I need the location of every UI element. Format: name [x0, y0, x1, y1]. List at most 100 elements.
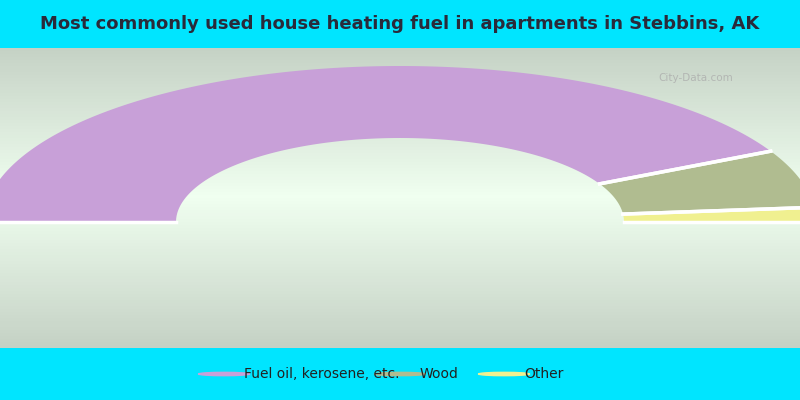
Bar	[0, 192, 800, 195]
Bar	[0, 204, 800, 207]
Bar	[0, 123, 800, 126]
Bar	[0, 189, 800, 192]
Bar	[0, 222, 800, 225]
Text: Fuel oil, kerosene, etc.: Fuel oil, kerosene, etc.	[244, 367, 399, 381]
Bar	[0, 231, 800, 234]
Bar	[0, 177, 800, 180]
Bar	[0, 252, 800, 255]
Bar	[0, 138, 800, 141]
Bar	[0, 72, 800, 75]
Bar	[0, 147, 800, 150]
Bar	[0, 159, 800, 162]
Bar	[0, 216, 800, 219]
Bar	[0, 219, 800, 222]
Bar	[0, 117, 800, 120]
Bar	[0, 60, 800, 63]
Bar	[0, 294, 800, 297]
Bar	[0, 90, 800, 93]
Bar	[0, 132, 800, 135]
Bar	[0, 102, 800, 105]
Bar	[0, 285, 800, 288]
Bar	[0, 279, 800, 282]
Bar	[0, 288, 800, 291]
Bar	[0, 345, 800, 348]
Bar	[0, 228, 800, 231]
Bar	[0, 258, 800, 261]
Bar	[0, 237, 800, 240]
Bar	[0, 243, 800, 246]
Bar	[0, 303, 800, 306]
Bar	[0, 297, 800, 300]
Bar	[0, 96, 800, 99]
Polygon shape	[623, 207, 800, 222]
Circle shape	[374, 372, 426, 376]
Bar	[0, 249, 800, 252]
Bar	[0, 255, 800, 258]
Circle shape	[198, 372, 250, 376]
Bar	[0, 273, 800, 276]
Bar	[0, 93, 800, 96]
Bar	[0, 300, 800, 303]
Bar	[0, 51, 800, 54]
Bar	[0, 48, 800, 51]
Bar	[0, 111, 800, 114]
Bar	[0, 324, 800, 327]
Bar	[0, 171, 800, 174]
Bar	[0, 282, 800, 285]
Bar	[0, 321, 800, 324]
Bar	[0, 81, 800, 84]
Bar	[0, 183, 800, 186]
Bar	[0, 309, 800, 312]
Bar	[0, 57, 800, 60]
Bar	[0, 270, 800, 273]
Bar	[0, 276, 800, 279]
Bar	[0, 339, 800, 342]
Bar	[0, 162, 800, 165]
Bar	[0, 126, 800, 129]
Bar	[0, 342, 800, 345]
Bar	[0, 327, 800, 330]
Bar	[0, 315, 800, 318]
Bar	[0, 198, 800, 201]
Circle shape	[478, 372, 530, 376]
Polygon shape	[0, 66, 770, 222]
Bar	[0, 75, 800, 78]
Bar	[0, 54, 800, 57]
Bar	[0, 144, 800, 147]
Bar	[0, 150, 800, 153]
Bar	[0, 168, 800, 171]
Bar	[0, 264, 800, 267]
Bar	[0, 180, 800, 183]
Bar	[0, 153, 800, 156]
Bar	[0, 129, 800, 132]
Bar	[0, 213, 800, 216]
Bar	[0, 63, 800, 66]
Bar	[0, 99, 800, 102]
Bar	[0, 141, 800, 144]
Bar	[0, 69, 800, 72]
Bar	[0, 261, 800, 264]
Bar	[0, 246, 800, 249]
Bar	[0, 165, 800, 168]
Text: Most commonly used house heating fuel in apartments in Stebbins, AK: Most commonly used house heating fuel in…	[40, 15, 760, 33]
Bar	[0, 312, 800, 315]
Bar	[0, 240, 800, 243]
Bar	[0, 195, 800, 198]
Bar	[0, 120, 800, 123]
Bar	[0, 201, 800, 204]
Bar	[0, 66, 800, 69]
Bar	[0, 87, 800, 90]
Bar	[0, 234, 800, 237]
Bar	[0, 186, 800, 189]
Text: Wood: Wood	[420, 367, 459, 381]
Text: Other: Other	[524, 367, 563, 381]
Bar	[0, 135, 800, 138]
Bar	[0, 267, 800, 270]
Bar	[0, 156, 800, 159]
Bar	[0, 333, 800, 336]
Bar	[0, 306, 800, 309]
Bar	[0, 210, 800, 213]
Bar	[0, 318, 800, 321]
Bar	[0, 84, 800, 87]
Bar	[0, 108, 800, 111]
